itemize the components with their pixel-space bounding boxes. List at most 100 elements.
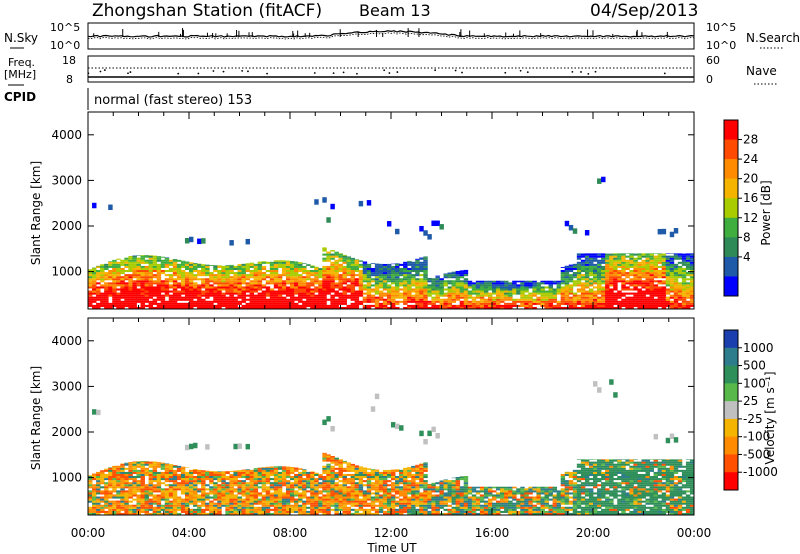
velocity-cell [285,490,291,493]
power-cell [96,270,101,273]
power-cell [205,286,210,289]
power-cell [362,278,368,281]
power-cell [673,284,679,287]
power-cell [184,261,190,263]
power-cell [269,294,275,297]
velocity-cell [407,498,412,501]
velocity-cell [411,504,416,507]
velocity-cell [265,492,271,495]
power-cell [584,292,590,295]
power-cell [281,292,287,295]
velocity-cell [201,504,206,507]
velocity-cell [140,506,145,509]
power-cell [116,267,121,271]
velocity-cell [144,504,149,507]
power-cell [411,294,416,297]
velocity-cell [225,496,230,499]
power-cell [261,276,267,279]
power-cell [164,300,170,303]
power-cell [108,272,113,275]
velocity-cell [382,496,388,499]
power-cell [597,286,602,289]
velocity-cell [213,510,218,513]
power-cell [601,290,606,293]
velocity-cell [104,510,109,513]
power-cell [160,298,166,301]
power-cell [152,288,158,291]
power-cell [358,282,364,285]
power-cell [386,284,392,287]
power-cell [112,290,117,293]
velocity-cell [237,443,242,449]
power-cell [447,288,452,291]
power-cell [677,253,683,256]
power-cell [653,304,659,307]
power-cell [613,265,618,268]
velocity-cell [148,506,154,509]
velocity-cell [306,498,311,501]
power-cell [407,294,412,297]
power-cell [205,265,210,268]
power-cell [100,302,105,305]
velocity-cell [205,496,210,499]
power-cell [492,290,497,293]
power-cell [116,282,121,285]
velocity-cell [378,471,384,474]
power-cell [548,292,553,295]
velocity-cell [92,512,97,515]
power-cell [290,294,295,297]
velocity-cell [180,482,186,485]
power-cell [669,286,675,289]
power-cell [496,280,501,283]
power-cell [391,290,396,293]
power-cell [556,282,562,285]
power-cell [593,280,598,283]
velocity-cell [112,478,117,481]
velocity-cell [124,467,129,470]
power-cell [439,292,444,295]
power-cell [112,280,117,283]
velocity-cell [136,490,141,493]
power-cell [588,290,594,293]
power-cell [584,298,590,301]
velocity-cell [152,496,158,499]
power-cell [338,300,343,303]
power-cell [459,282,465,285]
power-cell [273,290,279,293]
velocity-cell [205,478,210,481]
power-cell [588,294,594,297]
velocity-cell [120,480,125,483]
velocity-cell [112,496,117,499]
power-cell [205,267,210,271]
power-cell [528,286,533,289]
power-cell [427,302,432,305]
velocity-cell [326,506,331,509]
velocity-cell [386,502,392,505]
power-cell [382,278,388,281]
power-cell [556,286,562,289]
velocity-cell [342,492,347,495]
velocity-cell [269,471,275,474]
velocity-cell [261,473,267,477]
power-cell [132,298,137,301]
power-cell [415,265,420,268]
velocity-cell [314,496,319,499]
velocity-cell [253,471,259,474]
velocity-cell [92,494,97,497]
power-cell [322,288,327,291]
velocity-cell [330,486,335,489]
power-cell [201,278,206,281]
power-cell [189,284,194,287]
power-cell [665,261,671,264]
velocity-cell [322,453,327,456]
power-cell [685,288,691,291]
power-cell [318,304,323,307]
power-cell [378,265,384,268]
power-cell [298,286,303,289]
power-cell [354,302,360,305]
power-cell [645,259,650,262]
power-cell [310,296,315,299]
power-cell [580,253,586,256]
power-cell [136,300,141,303]
power-cell [609,302,614,305]
